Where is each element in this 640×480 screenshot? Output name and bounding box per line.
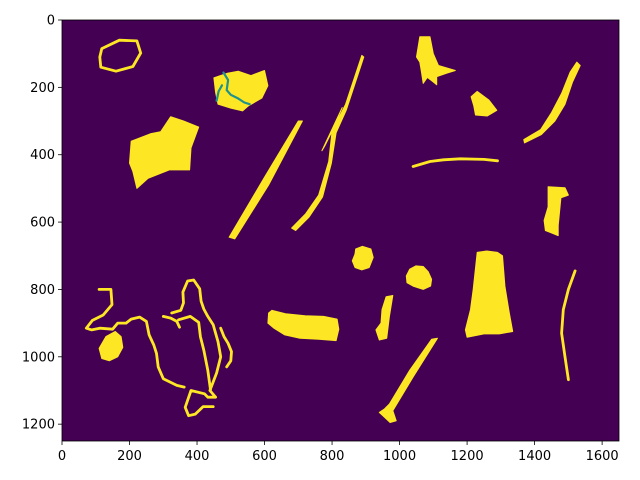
y-tick-label: 600 [30, 216, 55, 231]
mask-region-arc-right [523, 61, 581, 144]
mask-region-blob-tall-right [464, 250, 514, 338]
mask-region-streak-top-center-b [215, 84, 224, 102]
mask-region-blob-large-left [129, 116, 200, 189]
mask-region-wire-tangle-c [219, 326, 233, 369]
mask-region-wire-left [84, 287, 186, 389]
mask-region-blob-right-middle [543, 186, 569, 237]
y-tick-label: 0 [47, 14, 55, 29]
y-tick-label: 400 [30, 148, 55, 163]
y-tick-label: 1200 [22, 418, 55, 433]
mask-region-blob-small-right-top [470, 90, 498, 117]
mask-region-curve-far-right [560, 269, 577, 382]
y-tick-label: 800 [30, 283, 55, 298]
mask-region-wire-tangle [170, 278, 223, 418]
mask-region-blob-round-right [405, 265, 433, 290]
y-axis: 0 200 400 600 800 1000 1200 [22, 14, 62, 433]
mask-region-blob-flat-center [267, 309, 340, 342]
x-tick-label: 0 [58, 449, 66, 464]
x-tick-label: 1400 [518, 449, 551, 464]
x-axis: 0 200 400 600 800 1000 1200 1400 1600 [58, 441, 619, 464]
mask-region-wire-tangle-b [177, 314, 212, 392]
x-tick-label: 800 [320, 449, 345, 464]
x-tick-label: 1200 [451, 449, 484, 464]
mask-region-sliver-center-bottom [378, 337, 438, 423]
x-tick-label: 1600 [586, 449, 619, 464]
x-tick-label: 1000 [383, 449, 416, 464]
mask-region-blob-top-right [416, 36, 456, 86]
plot-frame [61, 19, 620, 442]
plot-area [62, 20, 619, 441]
mask-region-blob-small-left [98, 331, 124, 362]
mask-region-wire-tangle-d [161, 314, 181, 329]
mask-region-sliver-diagonal-long [291, 54, 365, 231]
x-tick-label: 600 [252, 449, 277, 464]
y-tick-label: 1000 [22, 350, 55, 365]
x-tick-label: 400 [185, 449, 210, 464]
mask-region-blob-round-center [351, 245, 374, 271]
mask-region-streak-top-center [222, 71, 251, 106]
mask-region-sliver-center [375, 295, 394, 341]
mask-region-line-thin-right [411, 157, 499, 168]
x-tick-label: 200 [117, 449, 142, 464]
objects-layer [84, 36, 581, 423]
mask-region-loop-top-left [98, 38, 143, 73]
mask-region-sliver-diagonal-left [228, 120, 303, 240]
y-tick-label: 200 [30, 81, 55, 96]
